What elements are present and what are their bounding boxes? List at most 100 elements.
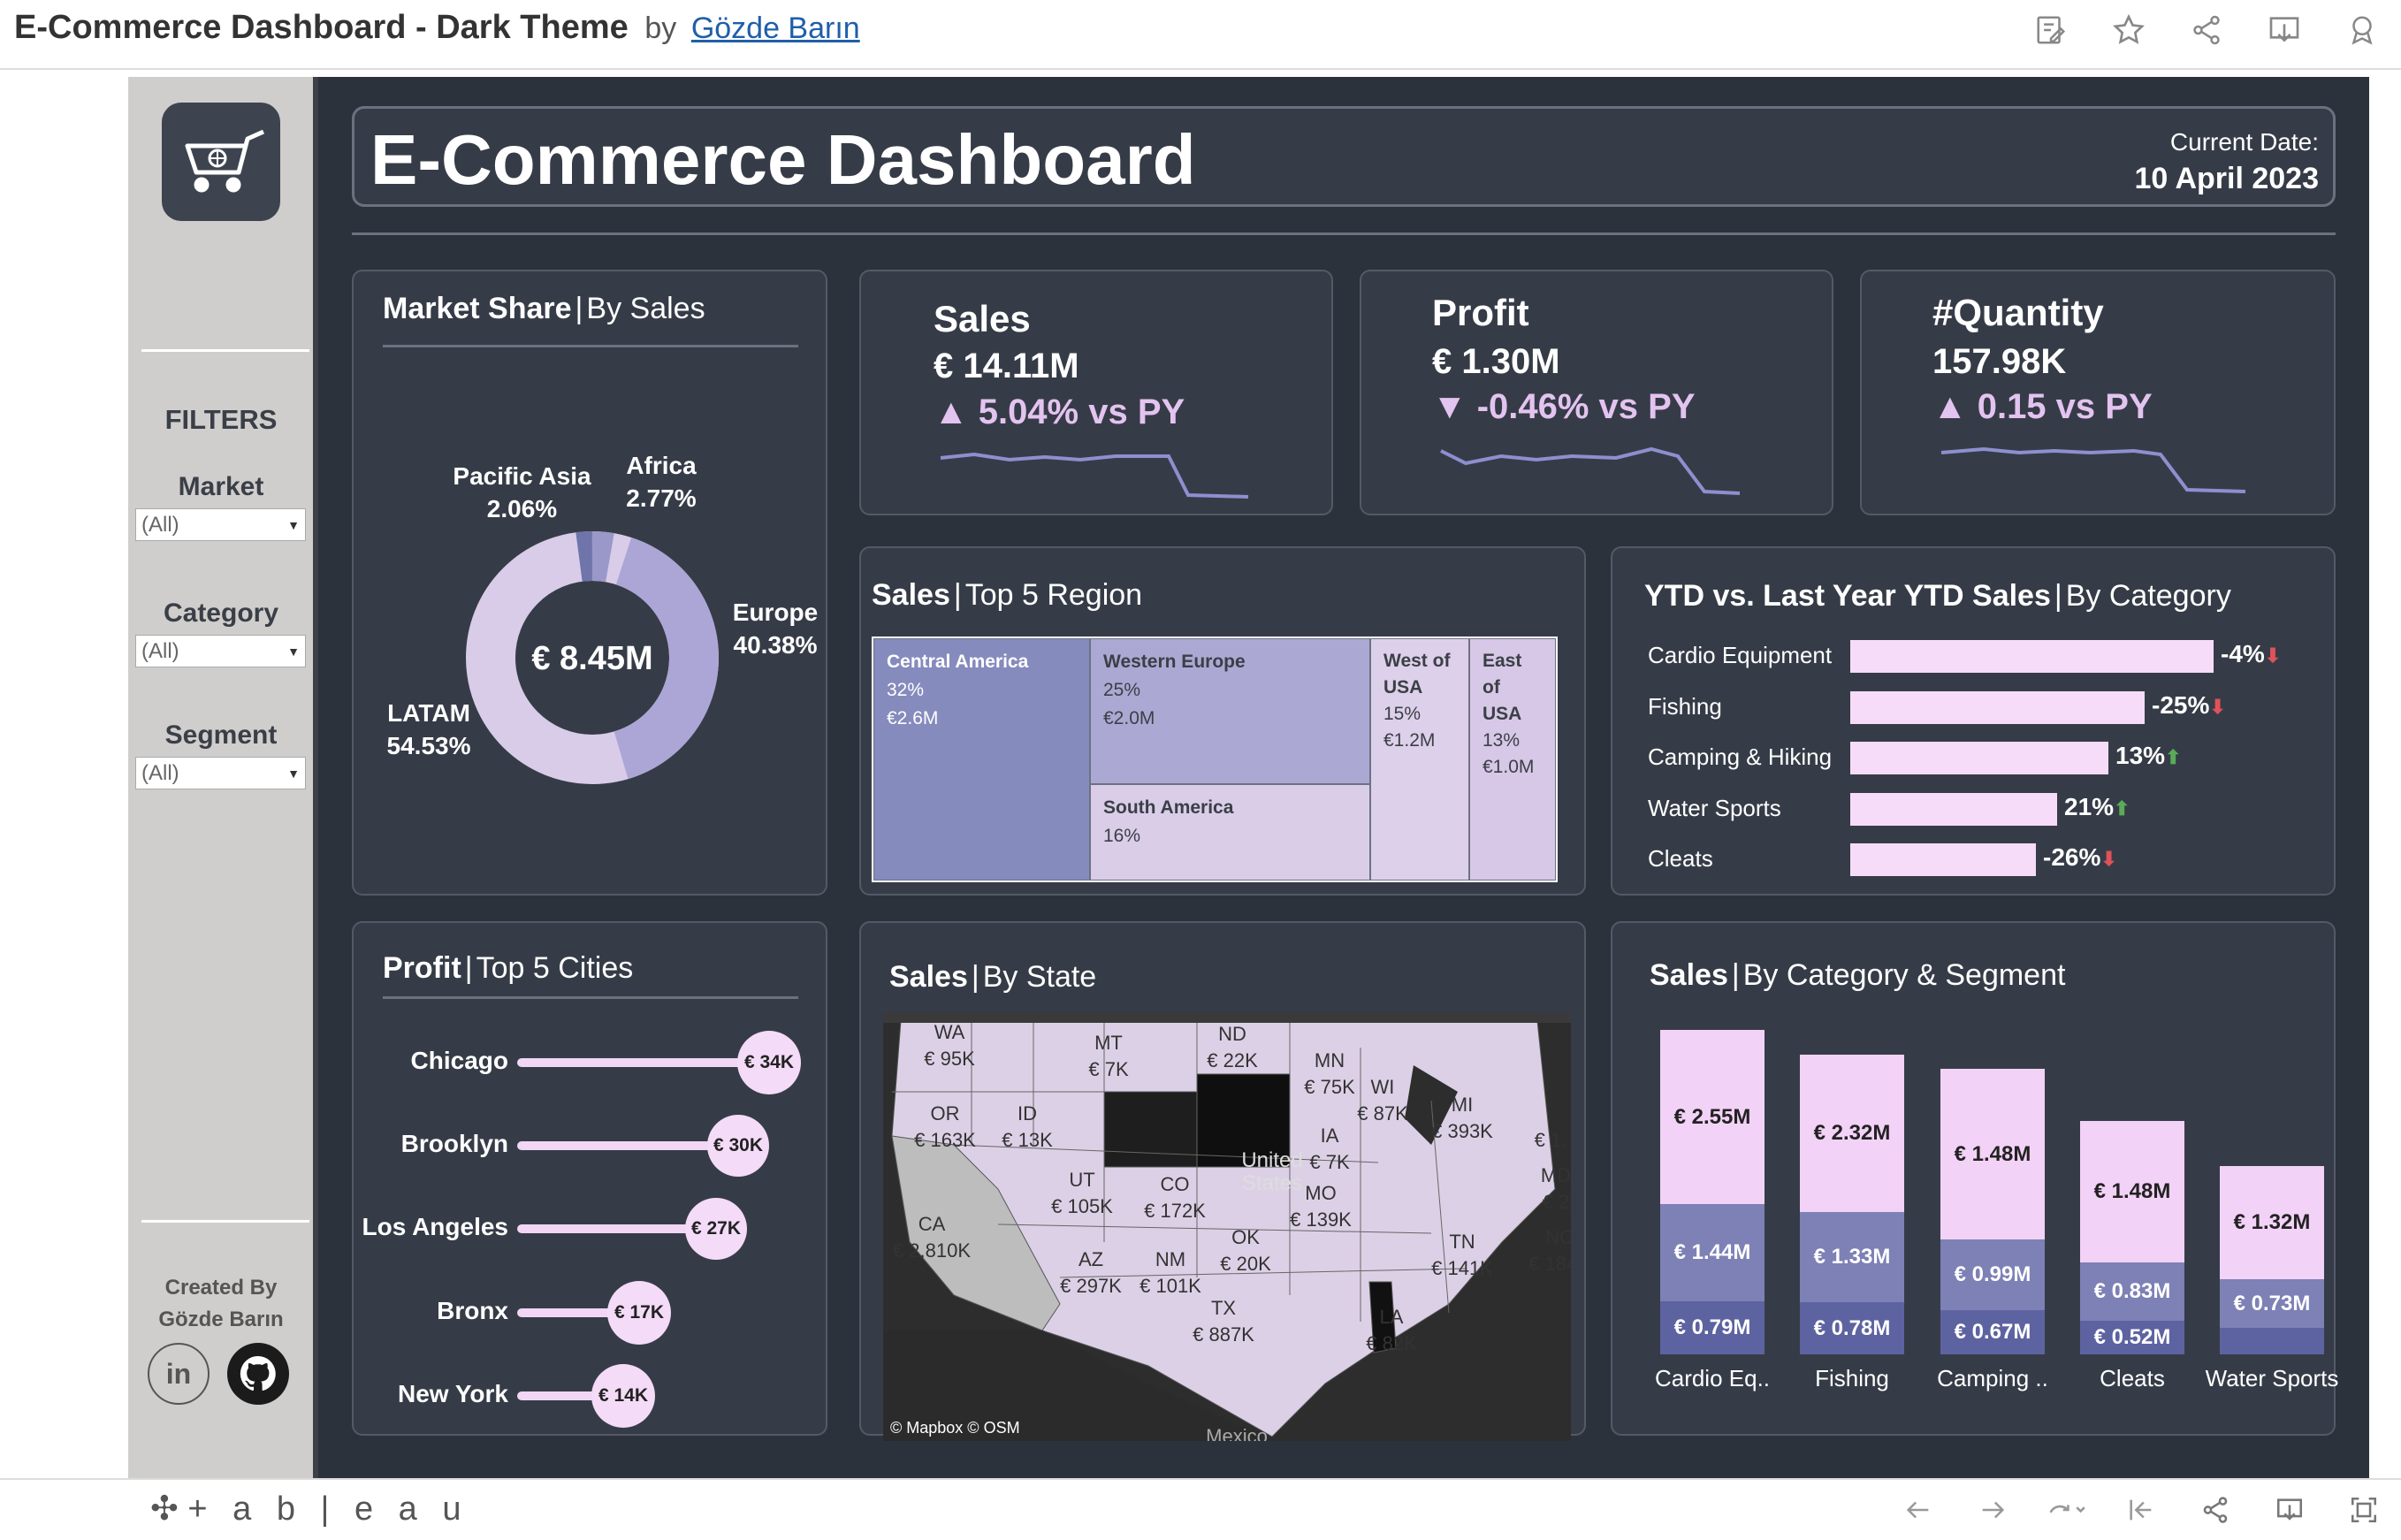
star-icon[interactable] xyxy=(2090,9,2168,51)
linkedin-icon[interactable]: in xyxy=(148,1343,210,1405)
state-map[interactable]: WA € 95K OR € 163K ID € 13K MT € 7K ND € 22K MN € 7… xyxy=(883,1012,1571,1441)
market-share-donut[interactable]: € 8.45M xyxy=(460,525,725,790)
lollipop-dot[interactable]: € 17K xyxy=(607,1281,671,1345)
lollipop-dot[interactable]: € 30K xyxy=(707,1115,769,1177)
stacked-segment-top[interactable]: € 2.55M xyxy=(1660,1030,1765,1204)
share-icon[interactable] xyxy=(2178,1490,2252,1529)
ytd-change-text: 13% xyxy=(2115,742,2166,769)
cell-name: Western Europe xyxy=(1103,652,1246,672)
treemap-cell-east-of-usa[interactable]: East of USA 13% €1.0M xyxy=(1469,638,1556,881)
ytd-bar[interactable] xyxy=(1850,691,2145,724)
treemap-cell-central-america[interactable]: Central America 32% €2.6M xyxy=(873,638,1090,881)
donut-africa-segment[interactable] xyxy=(466,531,719,784)
stacked-segment-mid[interactable]: € 0.73M xyxy=(2220,1279,2324,1328)
lollipop-stick[interactable] xyxy=(517,1391,623,1400)
state-code: IA xyxy=(1320,1125,1339,1147)
state-value: € 2 xyxy=(1542,1191,1570,1213)
author-link[interactable]: Gözde Barın xyxy=(690,11,860,45)
state-code: MN xyxy=(1314,1049,1345,1071)
title-separator: | xyxy=(464,951,473,985)
stacked-segment-mid[interactable]: € 1.33M xyxy=(1800,1212,1904,1302)
lollipop-stick[interactable] xyxy=(517,1058,769,1067)
footer-toolbar xyxy=(1881,1490,2401,1529)
ytd-change-text: -4% xyxy=(2221,640,2265,667)
stacked-segment-mid[interactable]: € 0.99M xyxy=(1940,1239,2045,1310)
undo-icon[interactable] xyxy=(1881,1490,1955,1529)
state-label: MD € 2 xyxy=(1507,1163,1571,1216)
title-separator: | xyxy=(971,960,979,994)
stacked-segment-bot[interactable] xyxy=(2220,1328,2324,1354)
category-filter-select[interactable]: (All) ▼ xyxy=(135,635,306,667)
segment-filter-select[interactable]: (All) ▼ xyxy=(135,757,306,789)
ytd-bar[interactable] xyxy=(1850,640,2214,673)
tableau-logo[interactable]: ✣ + a b | e a u xyxy=(150,1489,469,1529)
share-icon[interactable] xyxy=(2168,9,2245,51)
cell-value: €1.0M xyxy=(1483,757,1535,777)
dashboard-title: E-Commerce Dashboard xyxy=(370,120,1196,199)
city-label: Brooklyn xyxy=(400,1130,508,1157)
stacked-segment-bot[interactable]: € 0.78M xyxy=(1800,1302,1904,1354)
donut-pacific-asia-segment[interactable] xyxy=(466,531,719,784)
region-title: Sales | Top 5 Region xyxy=(872,578,1142,613)
header-divider xyxy=(352,233,2336,235)
state-value: € 163K xyxy=(914,1129,976,1151)
state-code: NM xyxy=(1155,1248,1186,1270)
label-name: Africa xyxy=(626,452,697,479)
lollipop-dot[interactable]: € 34K xyxy=(737,1031,801,1094)
label-pct: 2.06% xyxy=(486,495,558,522)
stacked-segment-top[interactable]: € 2.32M xyxy=(1800,1055,1904,1212)
lollipop-dot[interactable]: € 14K xyxy=(591,1364,655,1428)
state-label: MT € 7K xyxy=(1060,1030,1157,1083)
treemap-cell-western-europe[interactable]: Western Europe 25% €2.0M xyxy=(1090,638,1370,784)
title-underline xyxy=(383,345,798,347)
badge-icon[interactable] xyxy=(2323,9,2401,51)
redo-icon[interactable] xyxy=(1955,1490,2030,1529)
bar-category-label: Fishing xyxy=(1815,1365,1889,1391)
label-name: Europe xyxy=(732,598,819,626)
lollipop-stick[interactable] xyxy=(517,1141,738,1150)
ytd-bar[interactable] xyxy=(1850,793,2057,826)
ytd-bar[interactable] xyxy=(1850,843,2036,876)
state-code: ID xyxy=(1018,1102,1037,1125)
tableau-cross-icon: ✣ xyxy=(150,1490,188,1528)
stacked-segment-top[interactable]: € 1.48M xyxy=(1940,1069,2045,1239)
state-value: € 297K xyxy=(1060,1275,1122,1297)
stacked-segment-top[interactable]: € 1.32M xyxy=(2220,1166,2324,1279)
stacked-segment-mid[interactable]: € 1.44M xyxy=(1660,1204,1765,1301)
state-map-title-bold: Sales xyxy=(889,960,968,994)
lollipop-stick[interactable] xyxy=(517,1224,716,1233)
ytd-change-text: -25% xyxy=(2152,691,2210,719)
reset-icon[interactable] xyxy=(2104,1490,2178,1529)
stacked-segment-top[interactable]: € 1.48M xyxy=(2080,1121,2184,1262)
kpi-profit-value: € 1.30M xyxy=(1432,342,1560,381)
download-icon[interactable] xyxy=(2252,1490,2327,1529)
kpi-profit-sparkline xyxy=(1440,446,1741,495)
ytd-title-rest: By Category xyxy=(2065,579,2231,613)
github-icon[interactable] xyxy=(227,1343,289,1405)
stacked-segment-bot[interactable]: € 0.67M xyxy=(1940,1310,2045,1354)
state-label: CO € 172K xyxy=(1126,1171,1223,1224)
revert-icon[interactable] xyxy=(2030,1490,2104,1529)
treemap-cell-west-of-usa[interactable]: West of USA 15% €1.2M xyxy=(1370,638,1469,881)
cat-seg-title-bold: Sales xyxy=(1650,958,1728,992)
edit-icon[interactable] xyxy=(2012,9,2090,51)
stacked-segment-mid[interactable]: € 0.83M xyxy=(2080,1262,2184,1321)
treemap-cell-south-america[interactable]: South America 16% xyxy=(1090,784,1370,881)
lollipop-stick[interactable] xyxy=(517,1308,639,1317)
market-filter-select[interactable]: (All) ▼ xyxy=(135,508,306,541)
state-label: UT € 105K xyxy=(1033,1167,1131,1220)
kpi-quantity-sparkline xyxy=(1940,446,2246,493)
stacked-segment-bot[interactable]: € 0.52M xyxy=(2080,1321,2184,1354)
created-by-name: Gözde Barın xyxy=(158,1307,284,1331)
state-value: € 7K xyxy=(1309,1151,1350,1173)
fullscreen-icon[interactable] xyxy=(2327,1490,2401,1529)
download-icon[interactable] xyxy=(2245,9,2323,51)
lollipop-dot[interactable]: € 27K xyxy=(685,1198,747,1260)
ytd-bar[interactable] xyxy=(1850,742,2108,774)
ytd-title: YTD vs. Last Year YTD Sales | By Category xyxy=(1644,579,2231,614)
stacked-segment-bot[interactable]: € 0.79M xyxy=(1660,1301,1765,1354)
state-label: WI € 87K xyxy=(1334,1074,1431,1127)
market-filter-label: Market xyxy=(178,472,264,501)
state-value: € 887K xyxy=(1193,1323,1254,1346)
